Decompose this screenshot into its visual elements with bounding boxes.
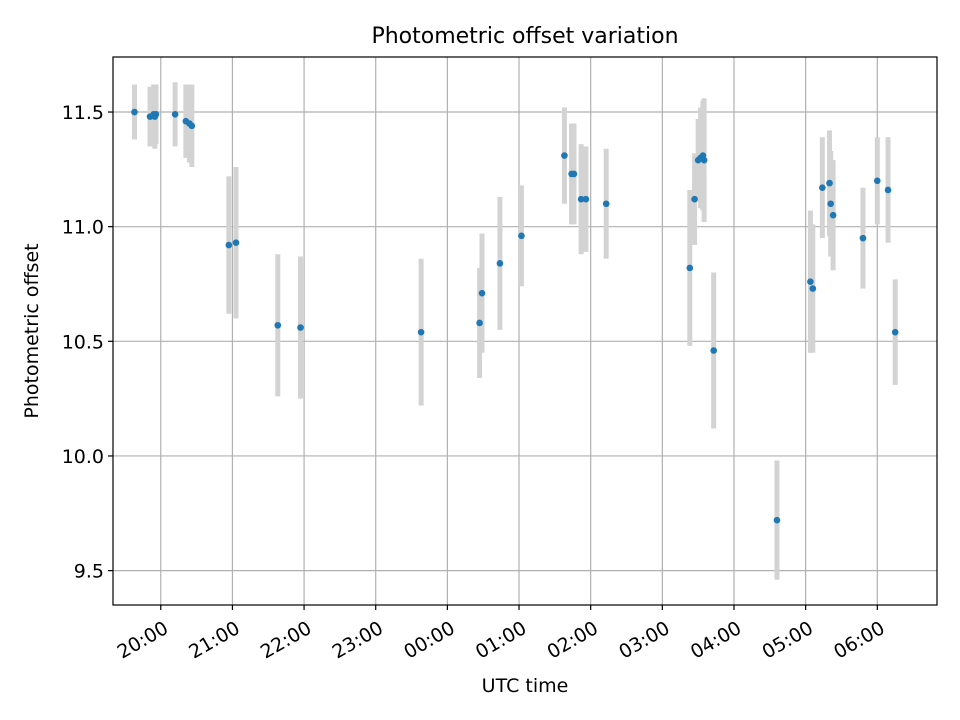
data-point — [478, 289, 486, 297]
data-point — [131, 108, 138, 116]
data-point — [188, 122, 196, 130]
y-tick-label: 10.0 — [62, 446, 104, 468]
data-point — [686, 264, 694, 272]
data-point — [691, 195, 698, 203]
data-point — [807, 278, 814, 286]
data-point — [297, 324, 304, 331]
data-point — [773, 516, 781, 524]
chart-title: Photometric offset variation — [371, 24, 678, 49]
x-tick-label: 20:00 — [114, 617, 172, 663]
y-tick-label: 11.0 — [62, 217, 104, 239]
x-axis-ticks: 20:00 21:00 22:00 23:00 00:00 01:00 02:00 03:00… — [114, 605, 889, 663]
data-point — [827, 200, 835, 208]
x-tick-label: 04:00 — [687, 617, 745, 663]
data-points — [131, 108, 899, 524]
x-tick-label: 06:00 — [830, 617, 888, 663]
x-tick-label: 05:00 — [759, 617, 817, 663]
data-point — [225, 241, 233, 249]
data-point — [891, 328, 899, 336]
x-axis-label: UTC time — [482, 675, 569, 697]
data-point — [700, 156, 708, 164]
x-tick-label: 23:00 — [329, 617, 387, 663]
data-point — [152, 111, 160, 118]
data-point — [518, 232, 525, 240]
data-point — [826, 179, 833, 187]
y-axis-ticks: 9.5 10.0 10.5 11.0 11.5 — [62, 102, 113, 583]
data-point — [274, 321, 282, 329]
data-point — [476, 319, 483, 327]
data-point — [577, 195, 585, 203]
data-point — [417, 328, 425, 336]
y-tick-label: 10.5 — [62, 331, 104, 353]
x-tick-label: 22:00 — [257, 617, 315, 663]
data-point — [859, 234, 867, 242]
data-point — [496, 260, 504, 267]
data-point — [171, 111, 179, 118]
data-point — [809, 285, 817, 292]
data-point — [232, 239, 240, 247]
data-point — [602, 200, 610, 208]
data-point — [582, 195, 590, 203]
data-point — [884, 186, 892, 194]
data-point — [819, 184, 826, 191]
y-axis-label: Photometric offset — [21, 243, 43, 418]
y-tick-label: 9.5 — [74, 561, 104, 583]
error-bars — [131, 82, 898, 580]
y-tick-label: 11.5 — [62, 102, 104, 124]
x-tick-label: 02:00 — [544, 617, 602, 663]
data-point — [873, 177, 881, 185]
x-tick-label: 01:00 — [472, 617, 530, 663]
data-point — [570, 170, 578, 178]
x-tick-label: 00:00 — [400, 617, 458, 663]
plot-frame — [112, 56, 938, 606]
x-tick-label: 21:00 — [185, 617, 243, 663]
data-point — [829, 211, 837, 219]
data-point — [561, 152, 568, 159]
x-tick-label: 03:00 — [615, 617, 673, 663]
data-point — [710, 347, 717, 354]
